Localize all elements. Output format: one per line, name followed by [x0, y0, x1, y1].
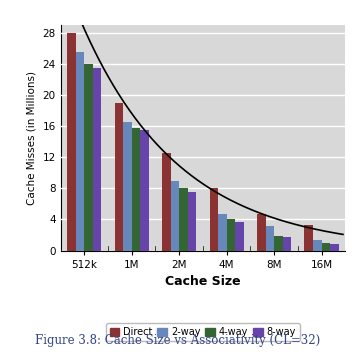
Bar	[140, 130, 149, 251]
Bar	[115, 103, 123, 251]
X-axis label: Cache Size: Cache Size	[165, 275, 241, 288]
Bar	[67, 33, 76, 251]
Bar	[313, 241, 321, 251]
Bar	[283, 237, 291, 251]
Bar	[330, 243, 339, 251]
Bar	[274, 236, 283, 251]
Bar	[227, 219, 235, 251]
Bar	[123, 122, 132, 251]
Bar	[210, 188, 218, 251]
Bar	[179, 188, 188, 251]
Bar	[162, 153, 171, 251]
Bar	[266, 226, 274, 251]
Bar	[235, 222, 244, 251]
Bar	[321, 243, 330, 251]
Bar	[93, 68, 101, 251]
Y-axis label: Cache Misses (in Millions): Cache Misses (in Millions)	[27, 71, 37, 205]
Bar	[304, 225, 313, 251]
Bar	[171, 180, 179, 251]
Bar	[218, 214, 227, 251]
Legend: Direct, 2-way, 4-way, 8-way: Direct, 2-way, 4-way, 8-way	[106, 323, 300, 341]
Bar	[84, 64, 93, 251]
Bar	[188, 192, 196, 251]
Text: Figure 3.8: Cache Size vs Associativity (CL=32): Figure 3.8: Cache Size vs Associativity …	[35, 334, 321, 347]
Bar	[132, 128, 140, 251]
Bar	[257, 214, 266, 251]
Bar	[76, 52, 84, 251]
